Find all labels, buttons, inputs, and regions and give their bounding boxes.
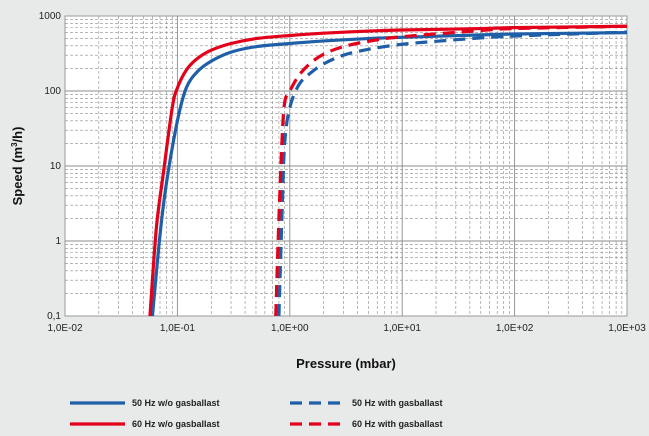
y-tick-label: 100: [44, 86, 61, 97]
series-60hz-with-gasballast: [274, 24, 628, 317]
x-tick-label: 1,0E-01: [160, 323, 195, 334]
y-tick-labels: 0,1 1 10 100 1000: [39, 11, 62, 322]
y-tick-label: 10: [50, 161, 62, 172]
y-tick-label: 0,1: [47, 311, 61, 322]
legend-label: 50 Hz w/o gasballast: [132, 398, 220, 408]
x-tick-label: 1,0E+00: [271, 323, 309, 334]
legend-label: 60 Hz w/o gasballast: [132, 419, 220, 429]
x-tick-label: 1,0E+03: [608, 323, 646, 334]
y-axis-title-main: Speed (m: [10, 147, 25, 206]
grid: [65, 16, 627, 316]
x-tick-label: 1,0E+02: [496, 323, 534, 334]
x-tick-label: 1,0E-02: [47, 323, 82, 334]
series-50hz-with-gasballast: [277, 30, 628, 317]
y-tick-label: 1000: [39, 11, 62, 22]
series-layer: [148, 24, 628, 317]
series-50hz-wo-gasballast: [150, 31, 628, 317]
legend-label: 60 Hz with gasballast: [352, 419, 443, 429]
y-axis-title-sup: 3: [10, 142, 19, 147]
y-tick-label: 1: [55, 236, 61, 247]
x-axis-title: Pressure (mbar): [296, 356, 396, 371]
x-tick-label: 1,0E+01: [383, 323, 421, 334]
legend-label: 50 Hz with gasballast: [352, 398, 443, 408]
y-axis-title: Speed (m3/h): [10, 127, 25, 206]
series-60hz-wo-gasballast: [148, 24, 628, 317]
x-tick-labels: 1,0E-02 1,0E-01 1,0E+00 1,0E+01 1,0E+02 1,0E+…: [47, 323, 646, 334]
y-axis-title-unit: /h): [10, 127, 25, 143]
legend: 50 Hz w/o gasballast 50 Hz with gasballas…: [70, 398, 443, 429]
